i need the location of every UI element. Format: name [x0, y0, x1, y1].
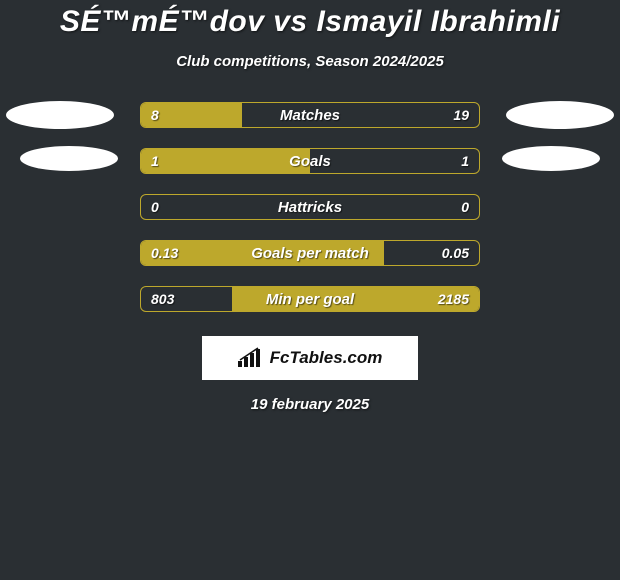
flag-left: [6, 101, 114, 129]
stat-row: 1 Goals 1: [0, 142, 620, 188]
stat-value-right: 0.05: [442, 245, 469, 261]
stat-row: 803 Min per goal 2185: [0, 280, 620, 326]
logo-text: FcTables.com: [270, 348, 383, 368]
fctables-bars-icon: [238, 347, 264, 369]
page-date: 19 february 2025: [0, 396, 620, 413]
stat-value-right: 0: [461, 199, 469, 215]
stats-rows: 8 Matches 19 1 Goals 1 0 Ha: [0, 96, 620, 326]
stat-row: 8 Matches 19: [0, 96, 620, 142]
flag-left: [20, 146, 118, 171]
stat-label: Min per goal: [141, 291, 479, 308]
page-title: SÉ™mÉ™dov vs Ismayil Ibrahimli: [0, 5, 620, 39]
stat-track: 0.13 Goals per match 0.05: [140, 240, 480, 266]
stat-value-right: 1: [461, 153, 469, 169]
stat-row: 0.13 Goals per match 0.05: [0, 234, 620, 280]
stat-row: 0 Hattricks 0: [0, 188, 620, 234]
stat-track: 0 Hattricks 0: [140, 194, 480, 220]
logo-box: FcTables.com: [202, 336, 418, 380]
stat-label: Matches: [141, 107, 479, 124]
flag-right: [506, 101, 614, 129]
stat-value-right: 2185: [438, 291, 469, 307]
stat-value-right: 19: [453, 107, 469, 123]
page-subtitle: Club competitions, Season 2024/2025: [0, 53, 620, 70]
stat-track: 8 Matches 19: [140, 102, 480, 128]
stat-label: Goals per match: [141, 245, 479, 262]
stat-track: 803 Min per goal 2185: [140, 286, 480, 312]
stat-label: Hattricks: [141, 199, 479, 216]
stat-track: 1 Goals 1: [140, 148, 480, 174]
flag-right: [502, 146, 600, 171]
stat-label: Goals: [141, 153, 479, 170]
